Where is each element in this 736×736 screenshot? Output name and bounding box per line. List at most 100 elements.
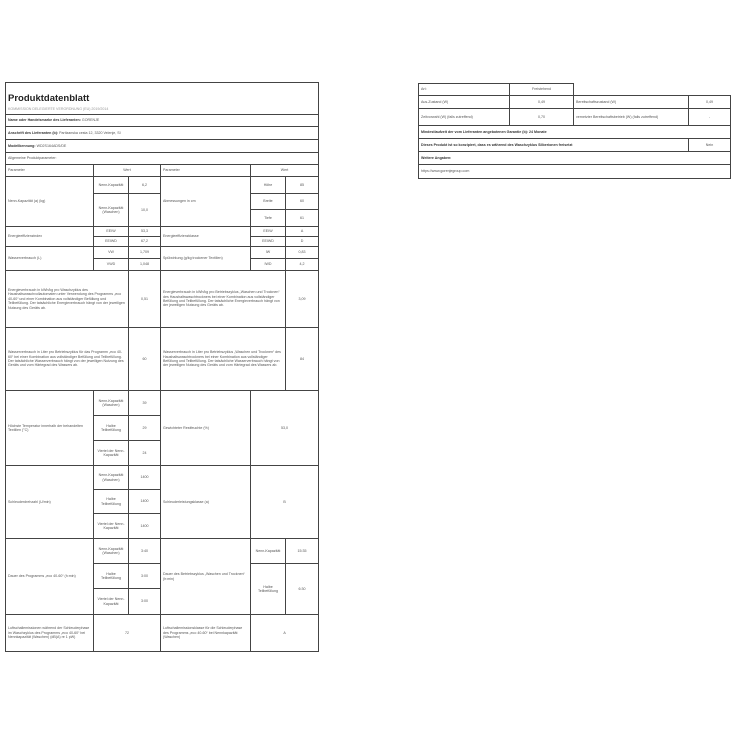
- dimensions-sub: Breite: [250, 193, 286, 210]
- water-washdry-label: Wasserverbrauch in Liter pro Betriebszyk…: [160, 327, 286, 391]
- additional-data-table: Art: Freistehend Aus-Zustand (W) 0,49 Be…: [418, 83, 731, 179]
- duration-washdry-value: 6:30: [284, 563, 320, 615]
- energy-wash-label: Energieverbrauch in kWh/kg pro Waschzykl…: [5, 270, 129, 328]
- eei-sub: EEIWD: [93, 236, 129, 247]
- networked-standby-value: -: [688, 108, 731, 126]
- capacity-sub: Nenn-Kapazität: [93, 176, 129, 194]
- more-info-heading: Weitere Angaben:: [418, 151, 731, 165]
- rinse-value: 4,2: [284, 258, 320, 271]
- delay-start-label: Zeitvorwahl (W) (falls zutreffend): [418, 108, 510, 126]
- water-label: Wasserverbrauch (L): [5, 246, 94, 271]
- type-label: Art:: [418, 83, 510, 96]
- standby-value: 0,49: [688, 95, 731, 109]
- moisture-value: 53,0: [249, 390, 320, 466]
- duration-sub: Halbe Teilbefüllung: [93, 563, 129, 589]
- dimensions-sub: Tiefe: [250, 209, 286, 227]
- supplier-name-row: Name oder Handelsmarke des Lieferanten: …: [4, 114, 320, 127]
- water-value: 1,048: [128, 258, 161, 271]
- warranty-row: Mindestlaufzeit der vom Lieferanten ange…: [418, 125, 731, 139]
- spin-sub: Nenn-Kapazität (Waschen): [93, 465, 129, 490]
- supplier-address-row: Anschrift des Lieferanten (b): Partizans…: [4, 126, 320, 140]
- capacity-value: 10,0: [128, 193, 161, 227]
- spin-sub: Viertel der Nenn-Kapazität: [93, 513, 129, 539]
- duration-label: Dauer des Programms „eco 40-60“ (h:min): [5, 538, 94, 615]
- temp-value: 39: [128, 390, 161, 416]
- rinse-label: Spülwirkung (g/kg trockener Textilien): [160, 246, 251, 271]
- dimensions-value: 60: [284, 193, 320, 210]
- dimensions-value: 61: [284, 209, 320, 227]
- website-link[interactable]: https://www.gorenjegroup.com: [418, 164, 731, 179]
- moisture-label: Gewichteter Restfeuchte (%): [160, 390, 251, 466]
- rinse-value: 0,83: [284, 246, 320, 259]
- capacity-value: 6,2: [128, 176, 161, 194]
- energy-wash-value: 0,51: [128, 270, 161, 328]
- dimensions-sub: Höhe: [250, 176, 286, 194]
- product-data-table: Produktdatenblatt KOMMISSION DELEGIERTE …: [4, 82, 320, 652]
- duration-washdry-value: 15:35: [284, 538, 320, 564]
- page-title: Produktdatenblatt: [4, 82, 320, 105]
- noise-class-value: A: [249, 614, 320, 652]
- water-wash-label: Wasserverbrauch in Liter pro Betriebszyk…: [5, 327, 129, 391]
- header-value2: Wert: [249, 164, 320, 177]
- eei-value: 53,3: [128, 226, 161, 237]
- blank-cell: [573, 83, 731, 96]
- rinse-sub: IWD: [250, 258, 286, 271]
- off-mode-value: 0,49: [509, 95, 574, 109]
- header-param2: Parameter: [160, 164, 251, 177]
- water-value: 1,709: [128, 246, 161, 259]
- spin-value: 1400: [128, 489, 161, 514]
- spin-sub: Halbe Teilbefüllung: [93, 489, 129, 514]
- type-value: Freistehend: [509, 83, 574, 96]
- water-sub: VW: [93, 246, 129, 259]
- noise-label: Luftschallemissionen während der Schleud…: [5, 614, 94, 652]
- off-mode-label: Aus-Zustand (W): [418, 95, 510, 109]
- temp-value: 24: [128, 440, 161, 466]
- standby-label: Bereitschaftszustand (W): [573, 95, 689, 109]
- dimensions-label: Abmessungen in cm: [160, 176, 251, 227]
- duration-value: 3:00: [128, 563, 161, 589]
- duration-washdry-sub: Nenn-Kapazität: [250, 538, 286, 564]
- spin-class-value: B: [249, 465, 320, 539]
- noise-class-label: Luftschallemissionsklasse für die Schleu…: [160, 614, 251, 652]
- noise-value: 72: [93, 614, 161, 652]
- general-params-heading: Allgemeine Produktparameter:: [4, 152, 320, 165]
- capacity-sub: Nenn-Kapazität (Waschen): [93, 193, 129, 227]
- temp-sub: Halbe Teilbefüllung: [93, 415, 129, 441]
- duration-value: 3:00: [128, 588, 161, 615]
- model-row: Modellkennung: WD2S164ADS/DE: [4, 139, 320, 153]
- temp-value: 29: [128, 415, 161, 441]
- energy-washdry-value: 3,09: [284, 270, 320, 328]
- duration-value: 3:40: [128, 538, 161, 564]
- silver-ions-value: Nein: [688, 138, 731, 152]
- spin-value: 1400: [128, 465, 161, 490]
- temp-sub: Viertel der Nenn-Kapazität: [93, 440, 129, 466]
- duration-sub: Viertel der Nenn-Kapazität: [93, 588, 129, 615]
- duration-washdry-label: Dauer des Betriebszyklus „Waschen und Tr…: [160, 538, 251, 615]
- spin-label: Schleuderdrehzahl (U/min): [5, 465, 94, 539]
- energy-class-label: Energieeffizienzklasse: [160, 226, 251, 247]
- energy-class-value: A: [284, 226, 320, 237]
- capacity-label: Nenn-Kapazität (a) (kg): [5, 176, 94, 227]
- water-washdry-value: 84: [284, 327, 320, 391]
- dimensions-value: 85: [284, 176, 320, 194]
- water-sub: VWD: [93, 258, 129, 271]
- energy-class-sub: EEIWD: [250, 236, 286, 247]
- energy-washdry-label: Energieverbrauch in kWh/kg pro Betriebsz…: [160, 270, 286, 328]
- water-wash-value: 60: [128, 327, 161, 391]
- duration-sub: Nenn-Kapazität (Waschen): [93, 538, 129, 564]
- silver-ions-label: Dieses Produkt ist so konzipiert, dass e…: [418, 138, 689, 152]
- energy-class-value: D: [284, 236, 320, 247]
- spin-class-label: Schleuderleistungsklasse (a): [160, 465, 251, 539]
- eei-value: 67,2: [128, 236, 161, 247]
- temp-sub: Nenn-Kapazität (Waschen): [93, 390, 129, 416]
- networked-standby-label: vernetzter Bereitschaftsbetrieb (W) (fal…: [573, 108, 689, 126]
- regulation-subtitle: KOMMISSION DELEGIERTE VERORDNUNG (EU) 20…: [4, 105, 320, 115]
- eei-label: Energieeffizienzindex: [5, 226, 94, 247]
- rinse-sub: IW: [250, 246, 286, 259]
- header-value: Wert: [93, 164, 161, 177]
- temp-label: Höchste Temperatur innerhalb der behande…: [5, 390, 94, 466]
- energy-class-sub: EEIW: [250, 226, 286, 237]
- duration-washdry-sub: Halbe Teilbefüllung: [250, 563, 286, 615]
- spin-value: 1400: [128, 513, 161, 539]
- header-param: Parameter: [5, 164, 94, 177]
